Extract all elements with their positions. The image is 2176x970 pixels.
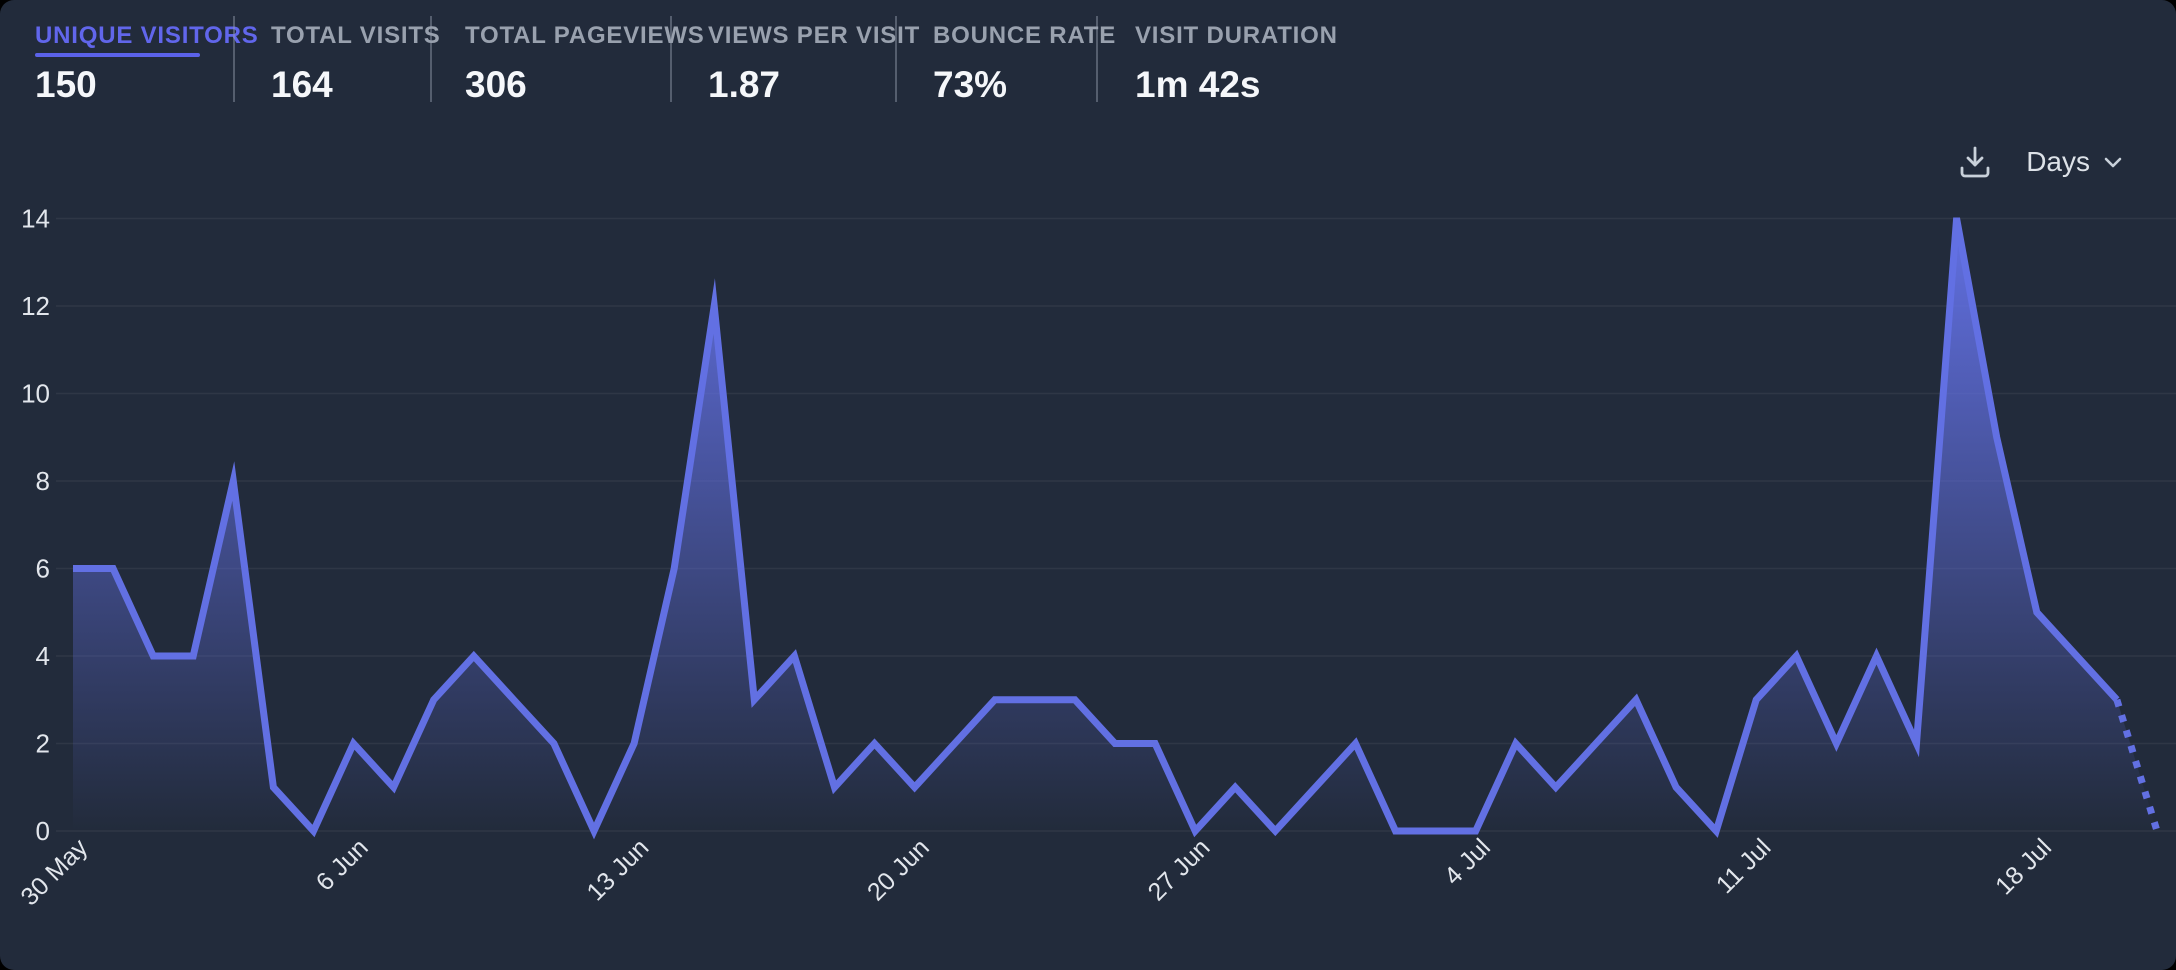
metric-visit-duration[interactable]: VISIT DURATION 1m 42s: [1135, 22, 1338, 106]
metric-total-visits[interactable]: TOTAL VISITS 164: [271, 22, 441, 106]
interval-label: Days: [2026, 146, 2090, 177]
visitors-line-dashed-tail: [2113, 698, 2161, 833]
x-tick-label: 18 Jul: [1990, 833, 2057, 900]
metric-value: 1m 42s: [1135, 64, 1261, 105]
y-tick-label: 10: [21, 379, 50, 409]
download-button[interactable]: [1958, 144, 1992, 180]
x-tick-label: 30 May: [15, 833, 93, 911]
metric-value: 73%: [933, 64, 1008, 105]
download-icon: [1960, 146, 1990, 178]
metric-label: BOUNCE RATE: [933, 22, 1117, 49]
metric-value: 306: [465, 64, 527, 105]
metric-divider: [895, 16, 897, 102]
metric-label: TOTAL VISITS: [271, 22, 441, 49]
metric-label: UNIQUE VISITORS: [35, 22, 259, 49]
y-tick-label: 14: [21, 204, 50, 234]
y-tick-label: 12: [21, 291, 50, 321]
metric-bounce-rate[interactable]: BOUNCE RATE 73%: [933, 22, 1116, 106]
y-tick-label: 2: [36, 729, 50, 759]
x-tick-label: 6 Jun: [311, 833, 374, 896]
metric-value: 150: [35, 64, 97, 105]
metric-label: TOTAL PAGEVIEWS: [465, 22, 705, 49]
visitors-line: [73, 217, 2120, 840]
y-tick-label: 6: [36, 554, 50, 584]
active-metric-underline: [35, 53, 200, 57]
metric-unique-visitors[interactable]: UNIQUE VISITORS 150: [35, 22, 259, 106]
metric-divider: [233, 16, 235, 102]
chart-toolbar: Days: [1958, 144, 2122, 180]
metric-total-pageviews[interactable]: TOTAL PAGEVIEWS 306: [465, 22, 705, 106]
x-tick-label: 20 Jun: [862, 833, 935, 906]
x-tick-label: 4 Jul: [1439, 833, 1496, 890]
metric-value: 164: [271, 64, 333, 105]
metric-value: 1.87: [708, 64, 781, 105]
metric-label: VISIT DURATION: [1135, 22, 1338, 49]
metric-views-per-visit[interactable]: VIEWS PER VISIT 1.87: [708, 22, 920, 106]
y-tick-label: 8: [36, 466, 50, 496]
metrics-bar: UNIQUE VISITORS 150 TOTAL VISITS 164 TOT…: [0, 0, 2176, 120]
metric-label: VIEWS PER VISIT: [708, 22, 921, 49]
chevron-down-icon: [2104, 157, 2122, 167]
metric-divider: [430, 16, 432, 102]
y-tick-label: 4: [36, 641, 50, 671]
visitors-area-fill: [73, 218, 2157, 831]
y-tick-label: 0: [36, 816, 50, 846]
interval-selector[interactable]: Days: [2026, 146, 2122, 178]
x-tick-label: 11 Jul: [1711, 833, 1777, 899]
metric-divider: [670, 16, 672, 102]
metric-divider: [1096, 16, 1098, 102]
x-tick-label: 13 Jun: [581, 833, 654, 906]
x-tick-label: 27 Jun: [1143, 833, 1216, 906]
